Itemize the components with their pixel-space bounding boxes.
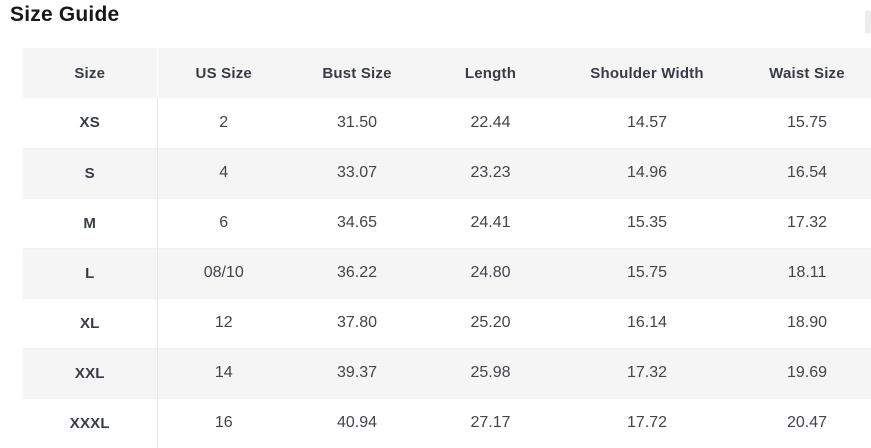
cell-bust-size: 34.65 (336, 214, 378, 231)
cell-us-size: 16 (214, 414, 233, 432)
vertical-scrollbar-thumb[interactable] (865, 10, 871, 34)
cell-bust-size: 37.80 (336, 314, 378, 331)
cell-shoulder-width: 17.32 (626, 364, 668, 381)
cell-size: XXXL (23, 398, 158, 448)
cell-waist-size: 18.11 (787, 264, 827, 281)
cell-us-size: 08/10 (203, 264, 244, 281)
table-row: M 6 34.65 24.41 15.35 17.32 (23, 198, 871, 248)
table-row: S 4 33.07 23.23 14.96 16.54 (23, 148, 871, 198)
size-table-scroll-area: Size US Size Bust Size Length Shoulder W… (23, 48, 871, 448)
cell-size: XXL (23, 348, 158, 398)
table-row: XS 2 31.50 22.44 14.57 15.75 (23, 98, 871, 148)
column-header-size: Size (23, 48, 158, 98)
column-header-us-size: US Size (195, 64, 252, 82)
cell-shoulder-width: 17.72 (626, 414, 668, 432)
cell-length: 22.44 (470, 113, 511, 131)
cell-shoulder-width: 14.57 (626, 113, 668, 131)
cell-shoulder-width: 16.14 (626, 314, 668, 331)
cell-length: 24.80 (470, 264, 511, 281)
column-header-waist-size: Waist Size (769, 64, 845, 82)
cell-size: M (23, 198, 158, 248)
cell-waist-size: 20.47 (786, 414, 828, 432)
cell-us-size: 4 (219, 164, 229, 181)
table-row: L 08/10 36.22 24.80 15.75 18.11 (23, 248, 871, 298)
cell-waist-size: 16.54 (786, 164, 828, 181)
cell-waist-size: 17.32 (786, 214, 828, 231)
cell-shoulder-width: 15.75 (626, 264, 668, 281)
cell-bust-size: 39.37 (336, 364, 378, 381)
page-title: Size Guide (10, 3, 120, 26)
cell-length: 25.98 (470, 364, 511, 381)
cell-bust-size: 33.07 (336, 164, 378, 181)
cell-shoulder-width: 14.96 (626, 164, 668, 181)
cell-us-size: 12 (214, 314, 233, 331)
table-row: XXXL 16 40.94 27.17 17.72 20.47 (23, 398, 871, 448)
cell-waist-size: 18.90 (786, 314, 828, 331)
cell-length: 23.23 (470, 164, 511, 181)
table-row: XXL 14 39.37 25.98 17.32 19.69 (23, 348, 871, 398)
cell-bust-size: 36.22 (336, 264, 378, 281)
size-guide-table: Size US Size Bust Size Length Shoulder W… (23, 48, 871, 448)
cell-size: XS (23, 98, 158, 148)
cell-length: 24.41 (470, 214, 511, 231)
table-row: XL 12 37.80 25.20 16.14 18.90 (23, 298, 871, 348)
cell-waist-size: 15.75 (786, 113, 828, 131)
cell-length: 27.17 (470, 414, 511, 432)
cell-length: 25.20 (470, 314, 511, 331)
column-header-length: Length (464, 64, 517, 82)
cell-us-size: 14 (214, 364, 233, 381)
cell-bust-size: 40.94 (336, 414, 378, 432)
cell-size: S (23, 148, 158, 198)
cell-size: XL (23, 298, 158, 348)
cell-us-size: 6 (219, 214, 229, 231)
column-header-bust-size: Bust Size (322, 64, 392, 82)
cell-us-size: 2 (219, 113, 229, 131)
cell-waist-size: 19.69 (786, 364, 828, 381)
column-header-shoulder-width: Shoulder Width (590, 64, 704, 82)
header-row: Size US Size Bust Size Length Shoulder W… (23, 48, 871, 98)
cell-bust-size: 31.50 (336, 113, 378, 131)
cell-shoulder-width: 15.35 (626, 214, 668, 231)
cell-size: L (23, 248, 158, 298)
